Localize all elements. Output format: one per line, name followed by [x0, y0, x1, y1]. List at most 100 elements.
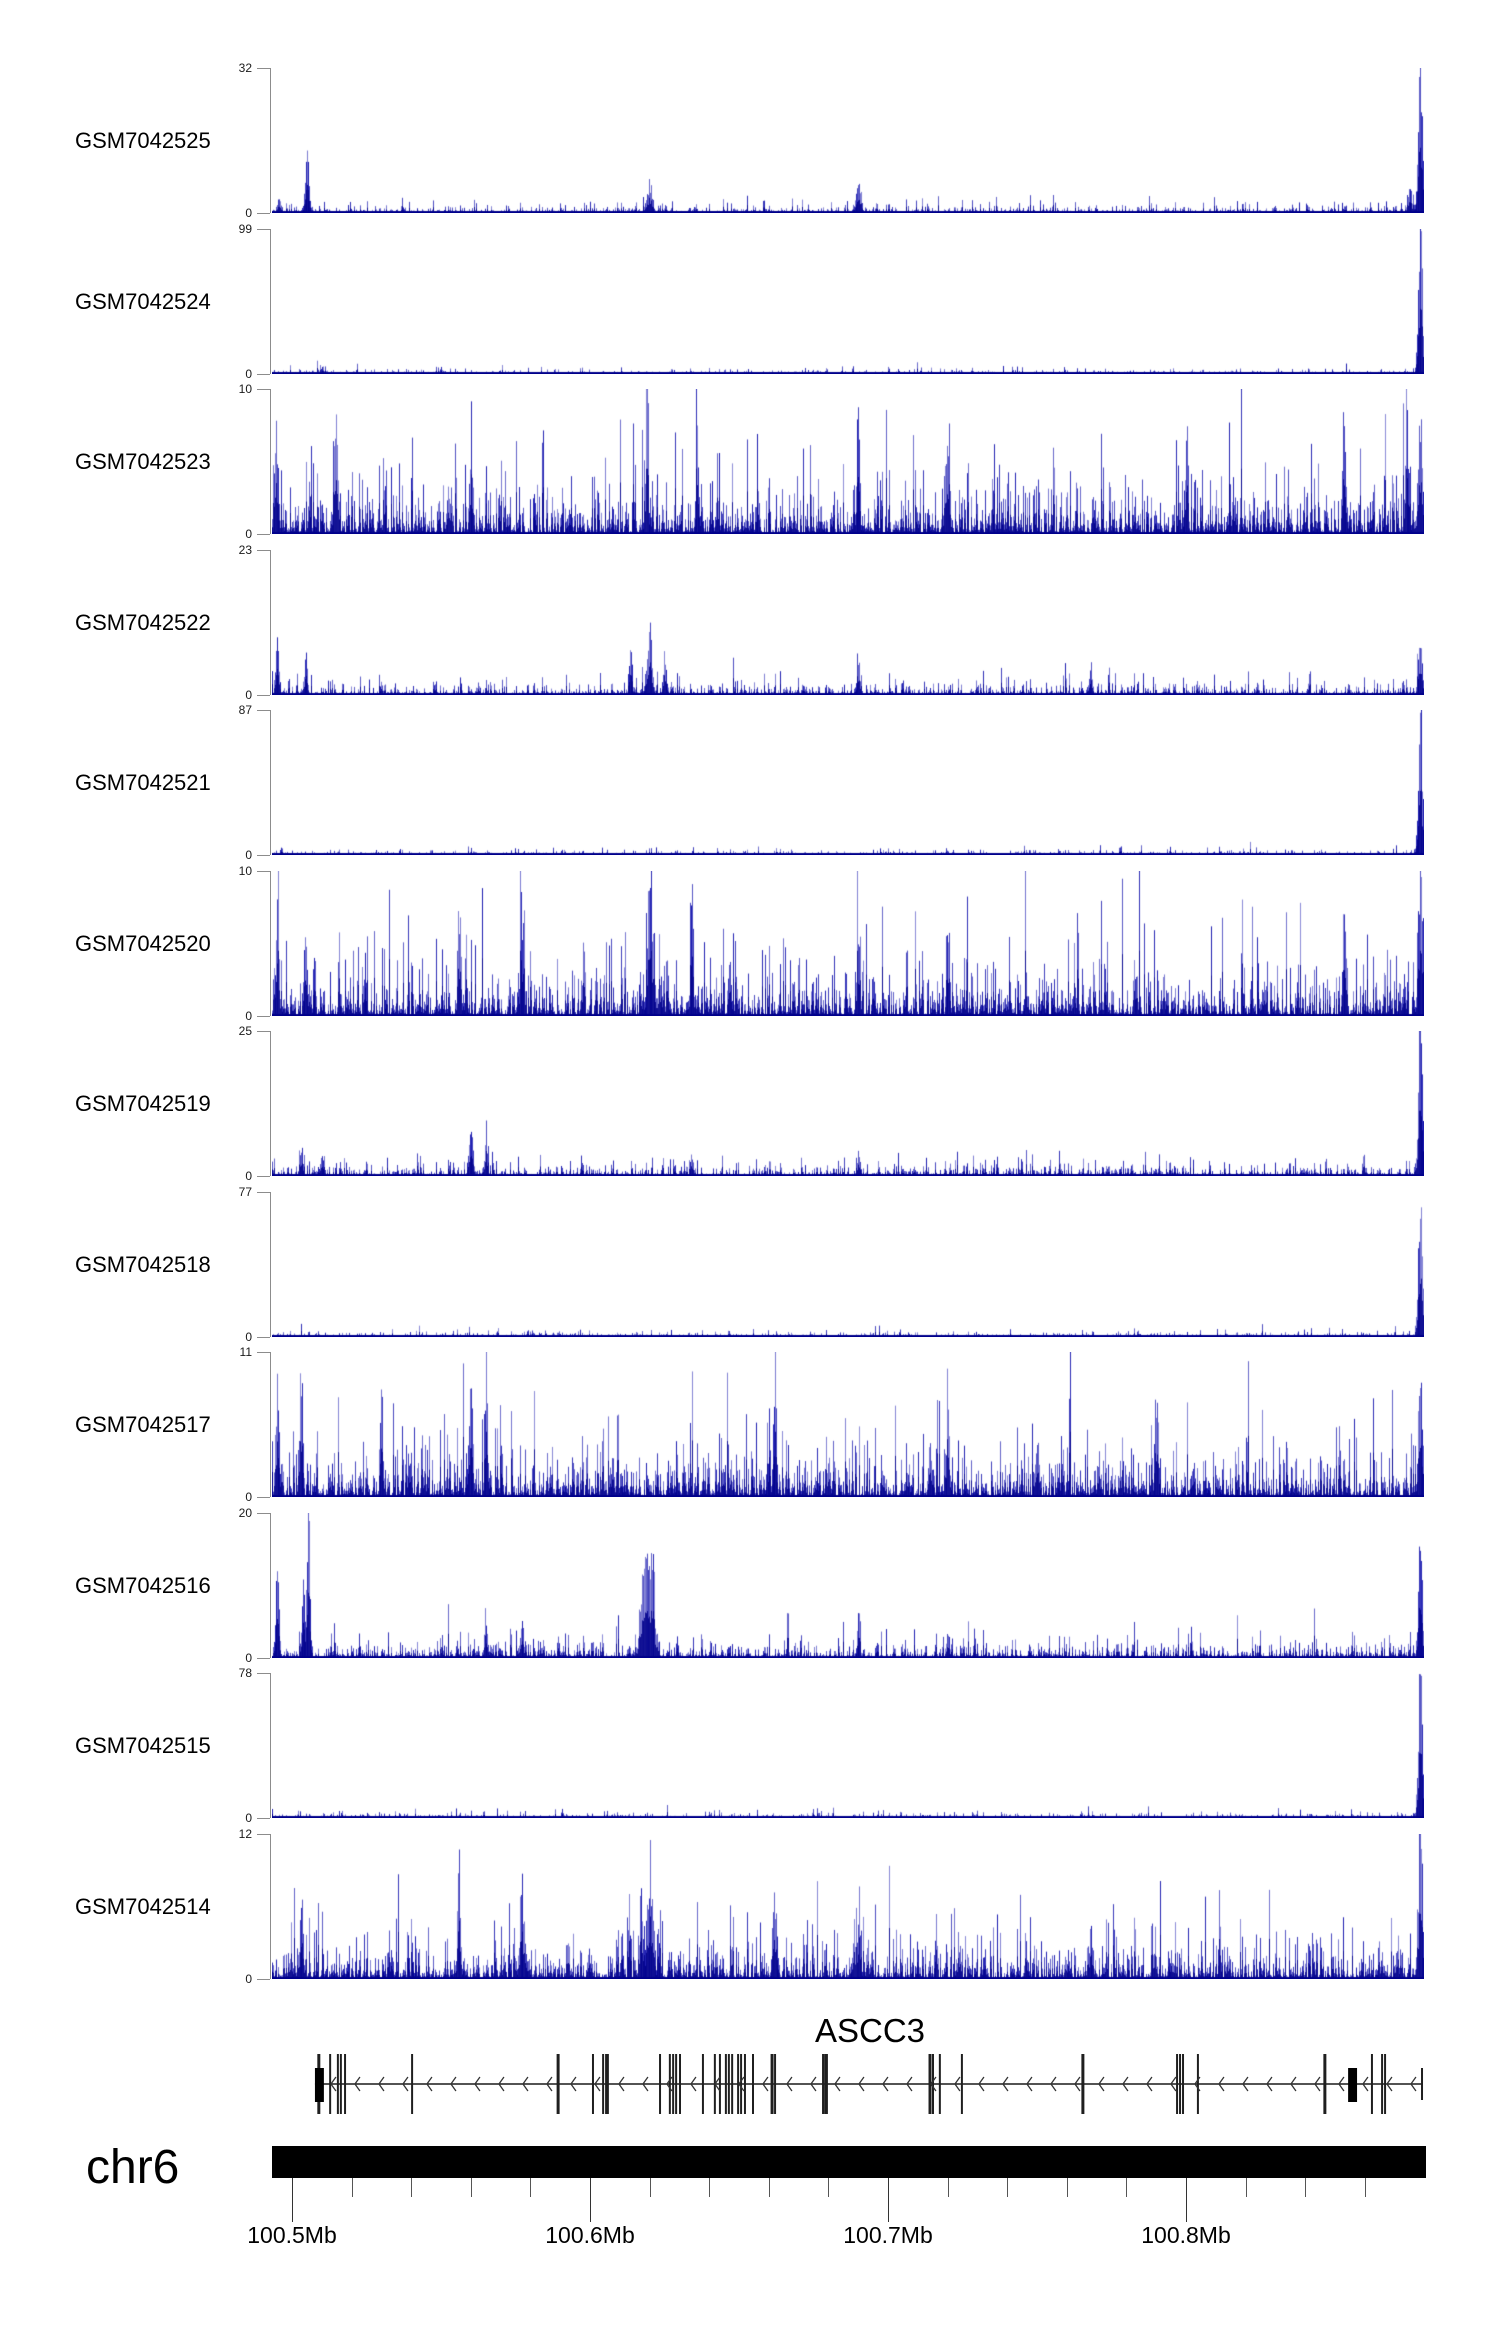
- y-tick-label: 0: [245, 848, 252, 862]
- ruler-major-tick: [1186, 2178, 1187, 2222]
- y-axis-tick: [257, 550, 270, 551]
- ruler-minor-tick: [948, 2178, 949, 2197]
- strand-arrow-left-icon: [450, 2076, 457, 2092]
- y-axis-tick: [257, 1818, 270, 1819]
- coverage-signal: [272, 1031, 1424, 1176]
- y-axis-tick: [257, 1979, 270, 1980]
- strand-arrow-left-icon: [1338, 2076, 1345, 2092]
- ruler-minor-tick: [1126, 2178, 1127, 2197]
- strand-arrow-left-icon: [810, 2076, 817, 2092]
- strand-arrow-left-icon: [1146, 2076, 1153, 2092]
- strand-arrow-left-icon: [834, 2076, 841, 2092]
- y-tick-label: 0: [245, 1651, 252, 1665]
- y-axis-tick: [257, 1352, 270, 1353]
- strand-arrow-left-icon: [1122, 2076, 1129, 2092]
- y-tick-label: 78: [238, 1666, 252, 1680]
- coverage-signal: [272, 871, 1424, 1016]
- strand-arrow-left-icon: [1266, 2076, 1273, 2092]
- ruler-tick-label: 100.5Mb: [247, 2222, 337, 2248]
- strand-arrow-left-icon: [1074, 2076, 1081, 2092]
- y-axis-tick: [257, 1497, 270, 1498]
- y-tick-label: 87: [238, 703, 252, 717]
- track-y-axis: [270, 229, 271, 374]
- ruler-tick-label: 100.8Mb: [1141, 2222, 1231, 2248]
- strand-arrow-left-icon: [426, 2076, 433, 2092]
- y-tick-label: 77: [238, 1185, 252, 1199]
- y-tick-label: 0: [245, 1972, 252, 1986]
- y-axis-tick: [257, 229, 270, 230]
- track-y-axis: [270, 1352, 271, 1497]
- strand-arrow-left-icon: [498, 2076, 505, 2092]
- strand-arrow-left-icon: [402, 2076, 409, 2092]
- ruler-tick-label: 100.6Mb: [545, 2222, 635, 2248]
- strand-arrow-left-icon: [738, 2076, 745, 2092]
- strand-arrow-left-icon: [1362, 2076, 1369, 2092]
- track-label: GSM7042517: [75, 1411, 211, 1437]
- track-label: GSM7042523: [75, 448, 211, 474]
- y-axis-tick: [257, 1673, 270, 1674]
- ruler-minor-tick: [1305, 2178, 1306, 2197]
- track-label: GSM7042515: [75, 1732, 211, 1758]
- coverage-signal: [272, 550, 1424, 695]
- y-tick-label: 99: [238, 222, 252, 236]
- ruler-minor-tick: [1067, 2178, 1068, 2197]
- y-axis-tick: [257, 1192, 270, 1193]
- strand-arrow-left-icon: [1242, 2076, 1249, 2092]
- y-axis-tick: [257, 389, 270, 390]
- strand-arrow-left-icon: [762, 2076, 769, 2092]
- gene-model-ascc3: [314, 2054, 1424, 2114]
- coverage-signal: [272, 1834, 1424, 1979]
- y-axis-tick: [257, 855, 270, 856]
- y-tick-label: 0: [245, 1169, 252, 1183]
- strand-arrow-left-icon: [522, 2076, 529, 2092]
- ruler-minor-tick: [1007, 2178, 1008, 2197]
- strand-arrow-left-icon: [642, 2076, 649, 2092]
- ruler-major-tick: [888, 2178, 889, 2222]
- track-label: GSM7042525: [75, 127, 211, 153]
- coverage-signal: [272, 1673, 1424, 1818]
- track-label: GSM7042521: [75, 769, 211, 795]
- track-y-axis: [270, 1834, 271, 1979]
- track-y-axis: [270, 1192, 271, 1337]
- y-tick-label: 0: [245, 1811, 252, 1825]
- chromosome-name-label: chr6: [86, 2141, 180, 2194]
- gene-title: ASCC3: [814, 2012, 926, 2049]
- coverage-signal: [272, 1513, 1424, 1658]
- cds-block: [1348, 2068, 1358, 2102]
- track-y-axis: [270, 550, 271, 695]
- track-label: GSM7042522: [75, 609, 211, 635]
- y-tick-label: 23: [238, 543, 252, 557]
- ruler-tick-label: 100.7Mb: [843, 2222, 933, 2248]
- strand-arrow-left-icon: [474, 2076, 481, 2092]
- y-tick-label: 10: [238, 864, 252, 878]
- y-axis-tick: [257, 1031, 270, 1032]
- strand-arrow-left-icon: [882, 2076, 889, 2092]
- ruler-minor-tick: [769, 2178, 770, 2197]
- track-label: GSM7042520: [75, 930, 211, 956]
- strand-arrow-left-icon: [690, 2076, 697, 2092]
- y-tick-label: 20: [238, 1506, 252, 1520]
- y-tick-label: 32: [238, 61, 252, 75]
- strand-arrow-left-icon: [1002, 2076, 1009, 2092]
- y-axis-tick: [257, 710, 270, 711]
- strand-arrow-left-icon: [786, 2076, 793, 2092]
- y-axis-tick: [257, 695, 270, 696]
- track-label: GSM7042524: [75, 288, 211, 314]
- ruler-minor-tick: [650, 2178, 651, 2197]
- coverage-signal: [272, 68, 1424, 213]
- track-y-axis: [270, 389, 271, 534]
- strand-arrow-left-icon: [666, 2076, 673, 2092]
- y-axis-tick: [257, 1658, 270, 1659]
- strand-arrow-left-icon: [594, 2076, 601, 2092]
- strand-arrow-left-icon: [1098, 2076, 1105, 2092]
- coverage-signal: [272, 229, 1424, 374]
- y-tick-label: 0: [245, 527, 252, 541]
- y-axis-tick: [257, 871, 270, 872]
- strand-arrow-left-icon: [1050, 2076, 1057, 2092]
- y-axis-tick: [257, 213, 270, 214]
- strand-arrow-left-icon: [378, 2076, 385, 2092]
- track-label: GSM7042514: [75, 1893, 211, 1919]
- strand-arrow-left-icon: [954, 2076, 961, 2092]
- chromosome-bar: [272, 2146, 1426, 2178]
- ruler-minor-tick: [1246, 2178, 1247, 2197]
